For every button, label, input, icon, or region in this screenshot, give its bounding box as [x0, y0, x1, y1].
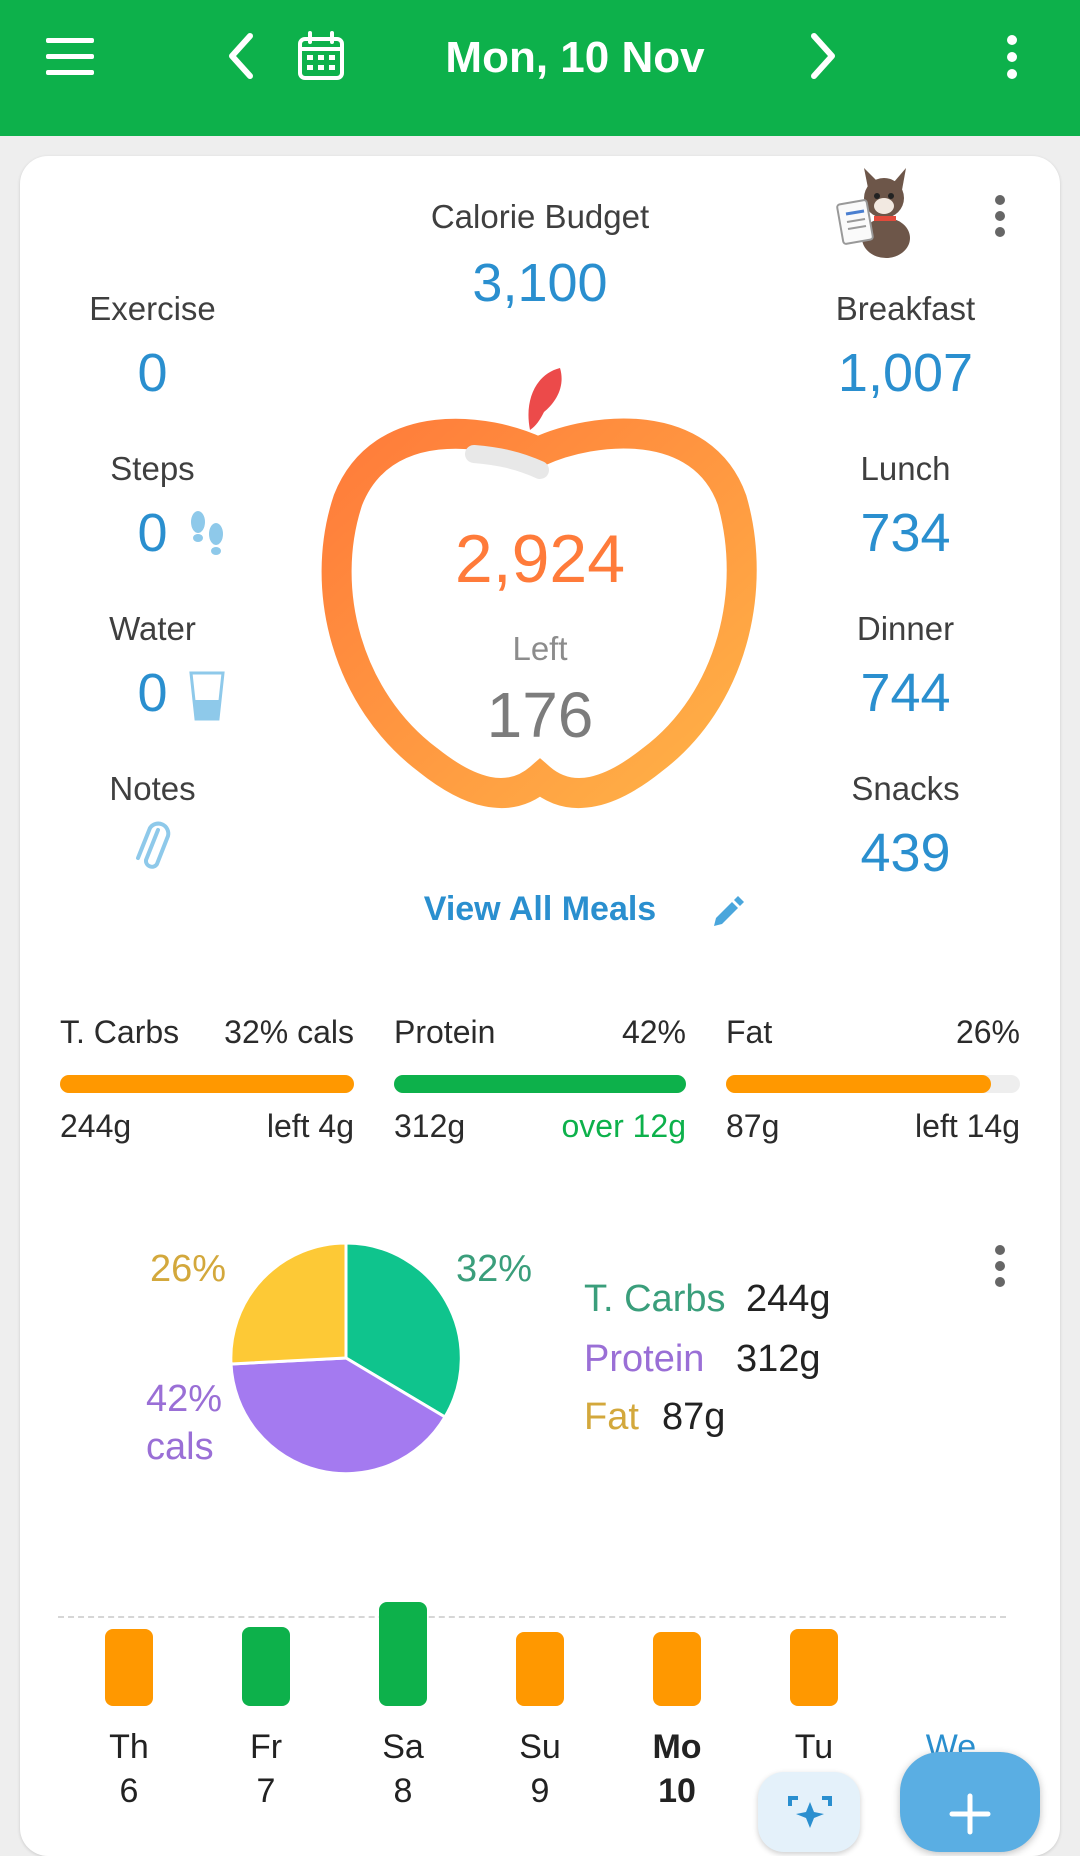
day-number-th: 6: [119, 1772, 139, 1810]
ai-scan-button[interactable]: [758, 1772, 860, 1852]
hamburger-menu-icon[interactable]: [46, 38, 94, 78]
calories-consumed: 2,924: [454, 521, 626, 597]
macro-fat-pct: 26%: [955, 1014, 1020, 1050]
snacks-value[interactable]: 439: [860, 823, 951, 883]
day-label-th[interactable]: Th: [109, 1728, 149, 1766]
macro-pie-chart[interactable]: [228, 1240, 464, 1476]
legend-carbs-name: T. Carbs: [584, 1278, 726, 1320]
pie-label-protein-unit: cals: [146, 1426, 214, 1468]
chevron-right-icon[interactable]: [802, 28, 842, 84]
macro-carbs-pct: 32% cals: [224, 1014, 354, 1050]
pie-label-carbs: 32%: [456, 1248, 533, 1290]
exercise-value[interactable]: 0: [137, 343, 168, 403]
sparkle-scan-icon: [788, 1796, 832, 1828]
macro-protein-bar: [394, 1075, 686, 1093]
plus-icon: [949, 1793, 991, 1835]
footsteps-icon: [191, 511, 223, 555]
macro-protein-grams: 312g: [394, 1108, 466, 1144]
day-number-su: 9: [530, 1772, 550, 1810]
budget-line: [58, 1616, 1006, 1618]
macro-fat-bar-fill: [726, 1075, 991, 1093]
paperclip-icon[interactable]: [132, 820, 172, 876]
macro-carbs-name: T. Carbs: [60, 1014, 180, 1050]
calorie-budget-value[interactable]: 3,100: [472, 253, 608, 313]
legend-fat-name: Fat: [584, 1396, 639, 1438]
macro-protein-name: Protein: [394, 1014, 496, 1050]
chevron-left-icon[interactable]: [222, 28, 262, 84]
calories-left: 176: [486, 679, 594, 751]
breakfast-label: Breakfast: [835, 290, 976, 327]
pie-slice-protein: [229, 1356, 448, 1476]
macro-carbs-status: left 4g: [266, 1108, 354, 1144]
left-label: Left: [512, 630, 568, 667]
day-number-sa: 8: [393, 1772, 413, 1810]
notes-label: Notes: [109, 770, 196, 807]
day-bar-tu[interactable]: [790, 1629, 838, 1706]
steps-value[interactable]: 0: [137, 503, 168, 563]
day-number-mo: 10: [658, 1772, 696, 1810]
day-bar-mo[interactable]: [653, 1632, 701, 1706]
lunch-label: Lunch: [860, 450, 951, 487]
day-label-mo[interactable]: Mo: [652, 1728, 702, 1766]
macro-fat-bar: [726, 1075, 1020, 1093]
macro-carbs-grams: 244g: [60, 1108, 132, 1144]
day-number-fr: 7: [256, 1772, 276, 1810]
lunch-value[interactable]: 734: [860, 503, 951, 563]
legend-carbs-value: 244g: [746, 1278, 831, 1320]
apple-progress-ring[interactable]: [318, 360, 764, 840]
kebab-menu-icon[interactable]: [1000, 32, 1024, 82]
day-bar-sa[interactable]: [379, 1602, 427, 1706]
day-label-sa[interactable]: Sa: [382, 1728, 424, 1766]
day-label-tu[interactable]: Tu: [794, 1728, 834, 1766]
macro-protein-status: over 12g: [561, 1108, 686, 1144]
macro-protein-bar-fill: [394, 1075, 686, 1093]
macro-fat-grams: 87g: [726, 1108, 780, 1144]
water-glass-icon[interactable]: [188, 670, 226, 722]
snacks-label: Snacks: [851, 770, 960, 807]
calendar-icon[interactable]: [296, 30, 346, 82]
dinner-label: Dinner: [856, 610, 955, 647]
day-bar-th[interactable]: [105, 1629, 153, 1706]
macro-fat-status: left 14g: [915, 1108, 1020, 1144]
pencil-edit-icon[interactable]: [710, 894, 744, 928]
card-menu-icon[interactable]: [988, 194, 1012, 238]
dog-mascot-icon: [836, 168, 910, 258]
day-label-su[interactable]: Su: [519, 1728, 561, 1766]
legend-protein-name: Protein: [584, 1338, 705, 1380]
top-app-bar: Mon, 10 Nov: [0, 0, 1080, 136]
view-all-meals-link[interactable]: View All Meals: [423, 890, 657, 928]
add-food-button[interactable]: [900, 1752, 1040, 1852]
day-label-fr[interactable]: Fr: [249, 1728, 283, 1766]
dinner-value[interactable]: 744: [860, 663, 951, 723]
macro-carbs-bar: [60, 1075, 354, 1093]
current-date[interactable]: Mon, 10 Nov: [445, 33, 705, 82]
water-label: Water: [109, 610, 196, 647]
exercise-label: Exercise: [89, 290, 216, 327]
pie-label-fat: 26%: [150, 1248, 227, 1290]
pie-menu-icon[interactable]: [988, 1244, 1012, 1288]
water-value[interactable]: 0: [137, 663, 168, 723]
pie-label-protein: 42%: [146, 1378, 223, 1420]
breakfast-value[interactable]: 1,007: [837, 343, 974, 403]
legend-fat-value: 87g: [662, 1396, 726, 1438]
macro-protein-pct: 42%: [621, 1014, 686, 1050]
pie-slice-fat: [229, 1241, 348, 1366]
day-bar-su[interactable]: [516, 1632, 564, 1706]
macro-carbs-bar-fill: [60, 1075, 354, 1093]
calorie-budget-label: Calorie Budget: [430, 198, 650, 235]
macro-fat-name: Fat: [726, 1014, 773, 1050]
legend-protein-value: 312g: [736, 1338, 821, 1380]
steps-label: Steps: [110, 450, 195, 487]
day-bar-fr[interactable]: [242, 1627, 290, 1706]
